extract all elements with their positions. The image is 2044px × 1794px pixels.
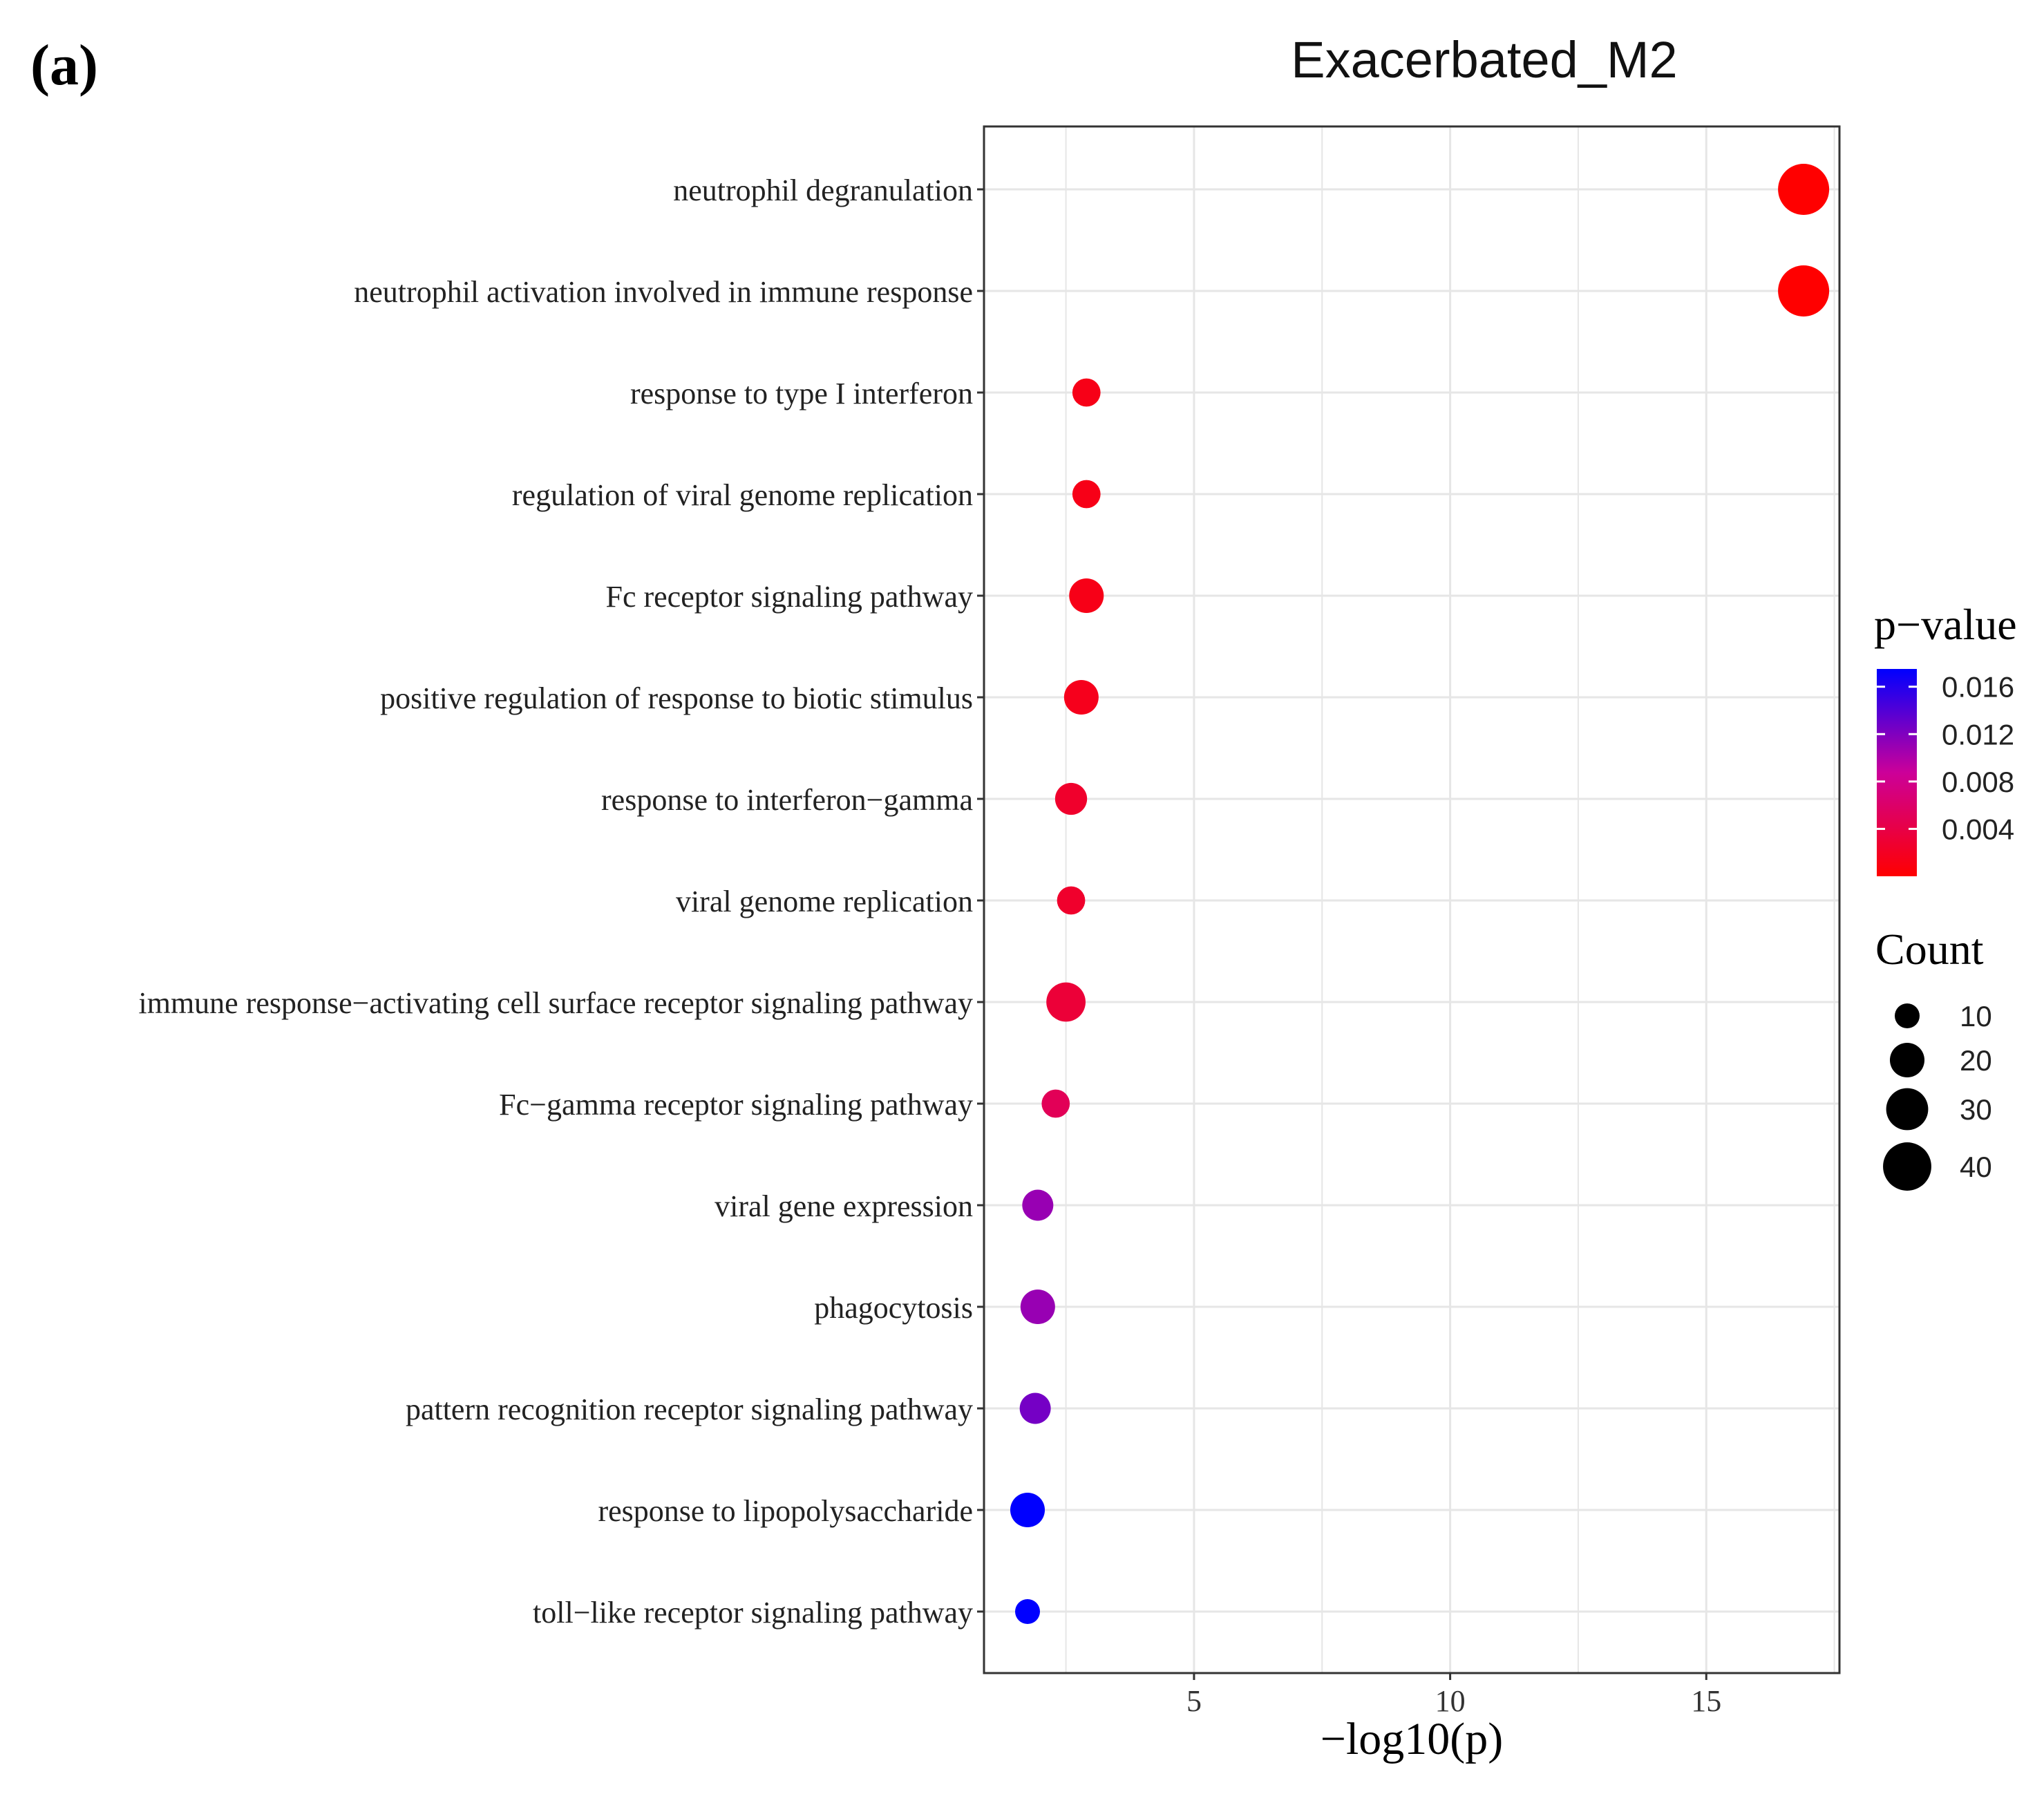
count-legend-label: 30 (1960, 1093, 1992, 1126)
y-tick-label: response to type I interferon (630, 377, 973, 410)
data-point (1063, 679, 1099, 715)
data-point (1057, 886, 1086, 915)
count-legend: 10 20 30 40 (1883, 1000, 1992, 1191)
chart-title: Exacerbated_M2 (1291, 31, 1677, 88)
data-points (1010, 164, 1830, 1624)
y-tick-label: phagocytosis (814, 1291, 973, 1325)
data-point (1054, 782, 1088, 815)
count-legend-dot (1889, 1042, 1925, 1078)
x-axis: 5 10 15 (1186, 1673, 1721, 1718)
colorbar-tick-label: 0.008 (1942, 766, 2014, 798)
y-tick-label: immune response−activating cell surface … (139, 986, 974, 1020)
data-point (1022, 1189, 1054, 1221)
y-axis-labels: neutrophil degranulation neutrophil activ… (139, 173, 984, 1630)
y-tick-label: viral gene expression (715, 1189, 973, 1223)
count-legend-label: 10 (1960, 1000, 1992, 1032)
data-point (1020, 1289, 1055, 1325)
data-point (1778, 265, 1830, 317)
count-legend-label: 20 (1960, 1044, 1992, 1077)
y-tick-label: viral genome replication (676, 885, 973, 918)
data-point (1046, 982, 1086, 1022)
y-tick-label: neutrophil activation involved in immune… (354, 275, 973, 309)
count-legend-dot (1883, 1142, 1931, 1191)
x-tick-label: 10 (1435, 1684, 1466, 1718)
y-tick-label: regulation of viral genome replication (512, 478, 973, 512)
data-point (1778, 164, 1830, 215)
y-tick-label: Fc−gamma receptor signaling pathway (499, 1088, 973, 1122)
data-point (1010, 1492, 1045, 1528)
x-tick-label: 5 (1186, 1684, 1202, 1718)
y-tick-label: Fc receptor signaling pathway (605, 580, 973, 614)
y-tick-label: response to lipopolysaccharide (598, 1494, 973, 1528)
pvalue-colorbar (1877, 669, 1917, 876)
gridlines (984, 126, 1839, 1673)
data-point (1072, 480, 1101, 509)
y-tick-label: toll−like receptor signaling pathway (533, 1596, 973, 1630)
data-point (1069, 578, 1104, 614)
x-axis-label: −log10(p) (1321, 1714, 1504, 1764)
y-tick-label: positive regulation of response to bioti… (380, 681, 973, 715)
x-tick-label: 15 (1691, 1684, 1721, 1718)
count-legend-dot (1886, 1088, 1929, 1131)
colorbar-tick-label: 0.012 (1942, 718, 2014, 750)
pvalue-legend-ticks: 0.016 0.012 0.008 0.004 (1877, 671, 2014, 845)
count-legend-title: Count (1875, 925, 1984, 974)
y-tick-label: neutrophil degranulation (673, 173, 973, 207)
count-legend-dot (1895, 1003, 1920, 1028)
data-point (1072, 378, 1101, 407)
data-point (1041, 1089, 1070, 1118)
colorbar-tick-label: 0.016 (1942, 671, 2014, 704)
colorbar-tick-label: 0.004 (1942, 813, 2014, 845)
panel-label: (a) (30, 33, 98, 97)
data-point (1019, 1392, 1051, 1424)
count-legend-label: 40 (1960, 1151, 1992, 1183)
y-tick-label: pattern recognition receptor signaling p… (406, 1392, 973, 1426)
pvalue-legend-title: p−value (1874, 600, 2017, 649)
data-point (1015, 1599, 1041, 1624)
y-tick-label: response to interferon−gamma (601, 783, 973, 817)
